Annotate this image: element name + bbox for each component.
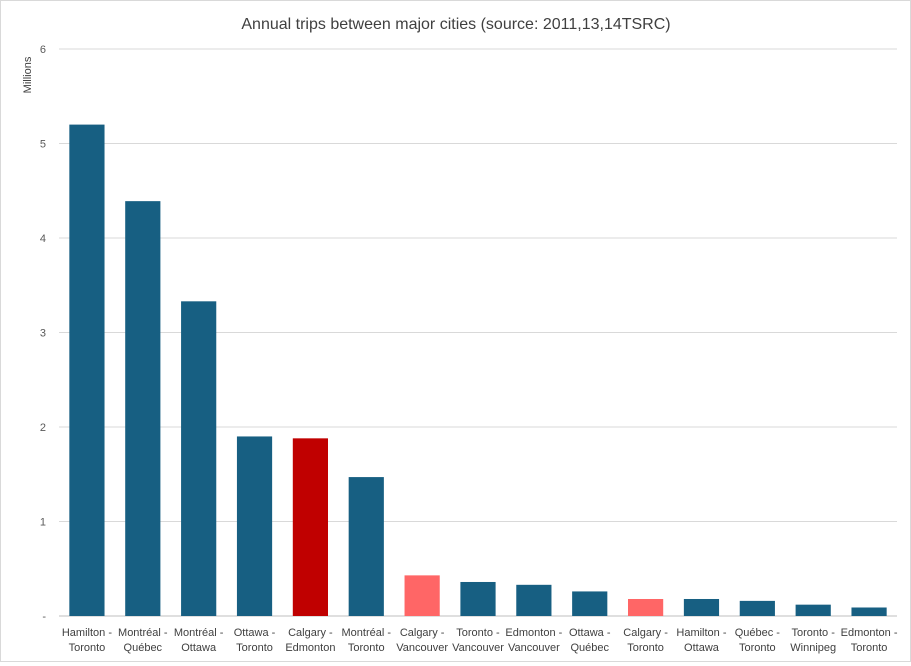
x-tick-label: Montréal - [118, 627, 168, 639]
chart-title: Annual trips between major cities (sourc… [241, 16, 670, 33]
x-tick-label: Québec - [735, 627, 781, 639]
x-tick-label: Toronto [236, 642, 273, 654]
x-tick-label: Toronto - [456, 627, 500, 639]
x-tick-label: Edmonton - [841, 627, 898, 639]
x-tick-label: Toronto [348, 642, 385, 654]
y-tick-label: 3 [40, 328, 46, 340]
x-tick-label: Calgary - [288, 627, 333, 639]
x-tick-label: Winnipeg [790, 642, 836, 654]
x-tick-label: Québec [124, 642, 163, 654]
x-tick-label: Ottawa - [569, 627, 611, 639]
x-axis-labels: Hamilton - Toronto Montréal - Québec Montréa… [62, 627, 898, 654]
x-tick-label: Toronto [69, 642, 106, 654]
x-tick-label: Toronto [851, 642, 888, 654]
bar [125, 201, 161, 616]
bar [404, 575, 440, 616]
bar [628, 598, 664, 616]
y-tick-label: - [42, 611, 46, 623]
y-axis-label: Millions [22, 56, 34, 93]
x-tick-label: Hamilton - [62, 627, 112, 639]
x-tick-label: Toronto - [791, 627, 835, 639]
bar [348, 477, 384, 616]
bar [69, 124, 105, 616]
x-tick-label: Toronto [627, 642, 664, 654]
x-tick-label: Vancouver [508, 642, 560, 654]
bar [851, 607, 887, 616]
bar [181, 301, 217, 616]
bar [516, 584, 552, 616]
x-tick-label: Montréal - [174, 627, 224, 639]
bars [69, 124, 887, 616]
bar [292, 438, 328, 616]
bar [739, 600, 775, 616]
x-tick-label: Hamilton - [676, 627, 726, 639]
y-tick-label: 1 [40, 517, 46, 529]
bar [795, 604, 831, 616]
x-tick-label: Montréal - [342, 627, 392, 639]
x-tick-label: Calgary - [623, 627, 668, 639]
x-tick-label: Calgary - [400, 627, 445, 639]
bar [572, 591, 608, 616]
x-tick-label: Edmonton - [505, 627, 562, 639]
x-tick-label: Ottawa [181, 642, 217, 654]
bar [683, 598, 720, 616]
y-tick-label: 6 [40, 44, 46, 56]
bar [460, 581, 496, 616]
bar [236, 436, 273, 616]
x-tick-label: Québec [570, 642, 609, 654]
x-tick-label: Vancouver [452, 642, 504, 654]
y-tick-label: 5 [40, 139, 46, 151]
x-tick-label: Vancouver [396, 642, 448, 654]
x-tick-label: Toronto [739, 642, 776, 654]
x-tick-label: Ottawa [684, 642, 720, 654]
x-tick-label: Ottawa - [234, 627, 276, 639]
y-tick-label: 2 [40, 422, 46, 434]
y-axis-ticks: - 1 2 3 4 5 6 [40, 44, 46, 623]
x-tick-label: Edmonton [285, 642, 335, 654]
y-tick-label: 4 [40, 233, 46, 245]
